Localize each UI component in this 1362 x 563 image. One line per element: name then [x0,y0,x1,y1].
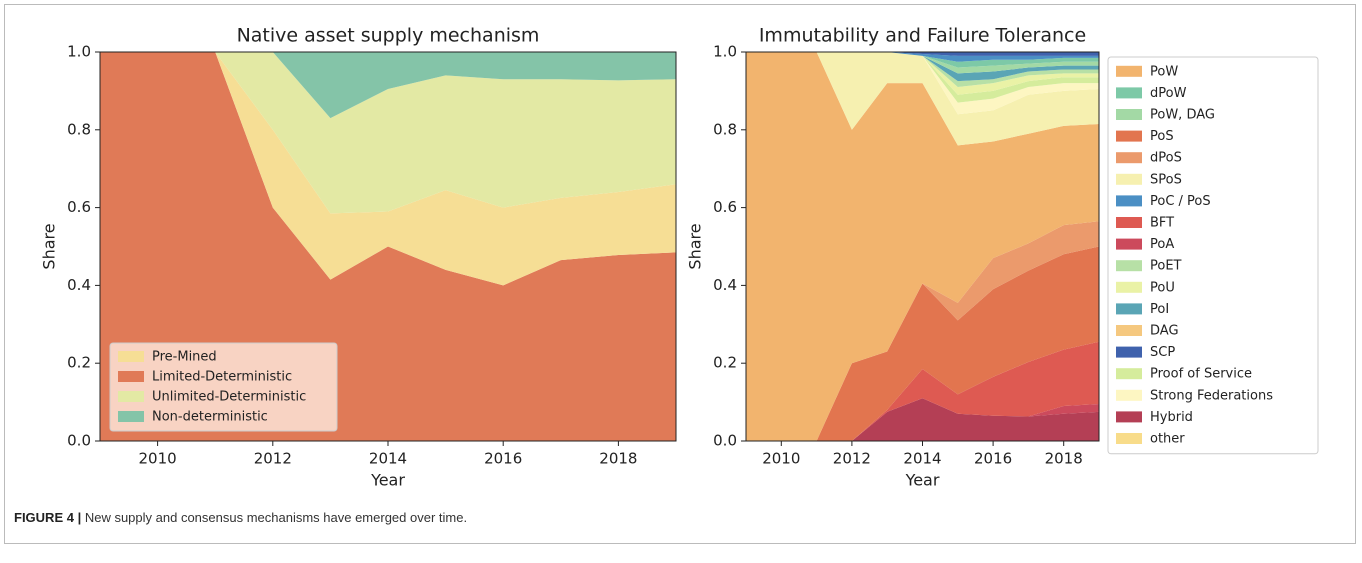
area [746,52,1099,115]
x-tick-label: 2012 [833,450,871,468]
area [746,52,1099,103]
x-tick-label: 2010 [139,450,177,468]
legend-swatch [1116,260,1142,272]
area [746,341,1099,441]
legend-label: PoA [1150,237,1174,252]
legend-swatch [1116,368,1142,380]
y-tick-label: 0.8 [67,120,91,138]
area [746,52,1099,95]
y-tick-label: 0.6 [67,198,91,216]
legend-swatch [1116,152,1142,164]
legend-label: PoC / PoS [1150,194,1211,209]
legend-swatch [118,351,144,362]
legend-label: dPoS [1150,151,1182,166]
x-axis-label: Year [370,471,405,490]
legend-swatch [1116,325,1142,336]
y-tick-label: 0.8 [713,120,737,138]
y-tick-label: 0.2 [67,354,91,372]
legend-label: Pre-Mined [152,350,217,365]
caption-text: New supply and consensus mechanisms have… [84,510,468,525]
x-axis-label: Year [905,471,940,490]
legend-swatch [1116,173,1142,185]
legend-label: Unlimited-Deterministic [152,390,306,405]
legend-box [1107,56,1319,455]
y-tick-label: 0.4 [713,276,737,294]
area [746,398,1099,441]
legend-label: Hybrid [1150,410,1193,425]
legend-label: BFT [1150,216,1174,231]
legend-label: SCP [1150,345,1175,360]
area [746,52,1099,56]
legend-swatch [1116,217,1142,228]
legend-label: Limited-Deterministic [152,370,292,385]
caption: FIGURE 4 | New supply and consensus mech… [14,510,467,525]
chart-title: Native asset supply mechanism [237,25,540,47]
y-tick-label: 0.4 [67,276,91,294]
figure-frame [4,4,1356,544]
legend-label: PoU [1150,280,1175,295]
legend-swatch [118,411,144,422]
area [746,221,1099,441]
x-tick-label: 2016 [484,450,522,468]
y-tick-label: 1.0 [713,43,737,61]
area [746,52,1099,82]
area [746,52,1099,68]
x-tick-label: 2012 [254,450,292,468]
legend-swatch [1116,411,1142,423]
y-tick-label: 1.0 [67,43,91,61]
caption-label: FIGURE 4 | [14,510,82,525]
y-tick-label: 0.0 [713,432,737,450]
legend-label: Strong Federations [1150,388,1273,403]
area [746,52,1099,62]
legend-label: PoET [1150,259,1182,274]
y-tick-label: 0.2 [713,354,737,372]
area [100,52,676,214]
y-tick-label: 0.6 [713,198,737,216]
chart: 0.0 0.2 0.4 0.6 0.8 1.0 2010 2012 2014 2016 2018 Na… [40,25,1319,490]
legend-swatch [1116,389,1142,401]
legend-label: SPoS [1150,172,1182,187]
area [746,52,1099,74]
legend-swatch [1116,303,1142,315]
x-tick-label: 2014 [903,450,941,468]
y-axis-label: Share [40,223,59,269]
x-tick-label: 2010 [762,450,800,468]
legend-swatch [118,391,144,402]
legend-swatch [1116,65,1142,77]
area [100,52,676,119]
y-axis-label: Share [686,223,705,269]
legend-swatch [118,371,144,382]
area [746,246,1099,441]
legend-label: PoW, DAG [1150,108,1215,123]
legend-swatch [1116,346,1142,358]
chart-title: Immutability and Failure Tolerance [759,25,1086,47]
legend-label: DAG [1150,324,1179,339]
area [746,52,1099,441]
area [100,52,676,286]
legend-label: Non-deterministic [152,410,268,425]
legend-swatch [1116,281,1142,293]
area [746,52,1099,88]
x-tick-label: 2016 [974,450,1012,468]
legend-swatch [1116,109,1142,120]
area [746,52,1099,146]
legend-label: PoW [1150,64,1178,79]
legend-swatch [1116,87,1142,99]
legend-label: PoS [1150,129,1174,144]
legend-label: Proof of Service [1150,367,1252,382]
legend-swatch [1116,238,1142,250]
x-tick-label: 2018 [599,450,637,468]
legend-swatch [1116,130,1142,142]
legend-label: other [1150,432,1185,447]
x-tick-label: 2014 [369,450,407,468]
legend-box [109,342,338,432]
legend-swatch [1116,195,1142,207]
x-tick-label: 2018 [1045,450,1083,468]
legend-swatch [1116,433,1142,444]
legend-label: dPoW [1150,86,1187,101]
y-tick-label: 0.0 [67,432,91,450]
legend-label: PoI [1150,302,1169,317]
